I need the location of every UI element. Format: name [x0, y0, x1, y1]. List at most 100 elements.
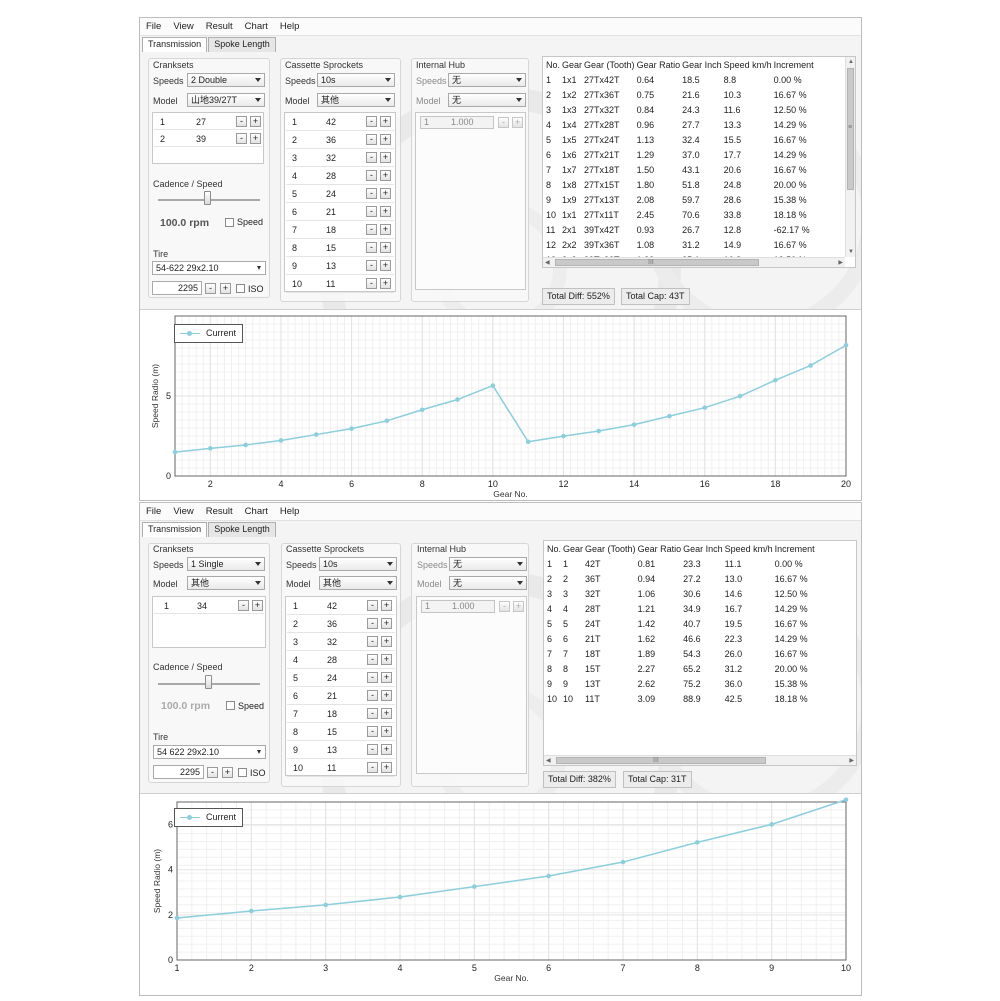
data-point[interactable]	[702, 405, 708, 410]
table-row[interactable]: 1 1 42T 0.81 23.3 11.1 0.00 %	[546, 556, 816, 571]
tire-circumference-input[interactable]: 2295	[153, 765, 204, 779]
column-header[interactable]: Speed km/h	[724, 543, 773, 554]
menu-help[interactable]: Help	[279, 506, 300, 517]
tire-select[interactable]: 54 622 29x2.10	[153, 745, 266, 759]
decrement-button[interactable]: -	[366, 278, 377, 289]
cranksets-model-select[interactable]: 其他	[187, 576, 265, 590]
cassette-speeds-select[interactable]: 10s	[319, 557, 397, 571]
hub-speeds-select[interactable]: 无	[448, 73, 526, 87]
table-row[interactable]: 6 6 21T 1.62 46.6 22.3 14.29 %	[546, 631, 816, 646]
sprocket-row[interactable]: 6 21 - +	[286, 204, 394, 221]
decrement-button[interactable]: -	[236, 133, 247, 144]
data-point[interactable]	[472, 884, 477, 889]
table-row[interactable]: 3 1x3 27Tx32T 0.84 24.3 11.6 12.50 %	[545, 102, 815, 117]
sprocket-row[interactable]: 2 36 - +	[286, 132, 394, 149]
chainring-row[interactable]: 1 27 - +	[154, 114, 262, 130]
decrement-button[interactable]: -	[367, 636, 378, 647]
column-header[interactable]: Gear	[563, 543, 584, 554]
decrement-button[interactable]: -	[366, 170, 377, 181]
increment-button[interactable]: +	[380, 260, 391, 271]
increment-button[interactable]: +	[220, 283, 231, 294]
decrement-button[interactable]: -	[238, 600, 249, 611]
vertical-scrollbar-thumb[interactable]: ≡	[847, 68, 854, 190]
table-row[interactable]: 7 1x7 27Tx18T 1.50 43.1 20.6 16.67 %	[545, 162, 815, 177]
decrement-button[interactable]: -	[498, 117, 509, 128]
increment-button[interactable]: +	[380, 242, 391, 253]
table-row[interactable]: 3 3 32T 1.06 30.6 14.6 12.50 %	[546, 586, 816, 601]
tire-circumference-input[interactable]: 2295	[152, 281, 202, 295]
table-row[interactable]: 2 2 36T 0.94 27.2 13.0 16.67 %	[546, 571, 816, 586]
sprocket-row[interactable]: 6 21 - +	[287, 688, 395, 705]
cassette-speeds-select[interactable]: 10s	[317, 73, 395, 87]
menu-result[interactable]: Result	[205, 506, 233, 517]
tab-spoke-length[interactable]: Spoke Length	[208, 522, 276, 537]
increment-button[interactable]: +	[380, 206, 391, 217]
decrement-button[interactable]: -	[366, 116, 377, 127]
sprocket-row[interactable]: 2 36 - +	[287, 616, 395, 633]
menu-view[interactable]: View	[173, 21, 194, 32]
column-header[interactable]: Increment	[774, 543, 815, 554]
increment-button[interactable]: +	[250, 116, 261, 127]
decrement-button[interactable]: -	[207, 767, 218, 778]
left-arrow-icon[interactable]: ◀	[545, 260, 550, 266]
sprocket-row[interactable]: 9 13 - +	[286, 258, 394, 275]
sprocket-row[interactable]: 1 42 - +	[286, 114, 394, 131]
vertical-scrollbar[interactable]: ▲ ≡ ▼	[845, 57, 855, 257]
right-arrow-icon[interactable]: ▶	[849, 758, 854, 764]
column-header[interactable]: Gear (Tooth)	[584, 59, 635, 70]
tab-transmission[interactable]: Transmission	[142, 37, 208, 52]
tab-transmission[interactable]: Transmission	[142, 522, 208, 537]
table-row[interactable]: 12 2x2 39Tx36T 1.08 31.2 14.9 16.67 %	[545, 237, 815, 252]
sprocket-row[interactable]: 3 32 - +	[287, 634, 395, 651]
data-point[interactable]	[243, 442, 248, 448]
table-row[interactable]: 7 7 18T 1.89 54.3 26.0 16.67 %	[546, 646, 816, 661]
decrement-button[interactable]: -	[366, 260, 377, 271]
table-row[interactable]: 2 1x2 27Tx36T 0.75 21.6 10.3 16.67 %	[545, 87, 815, 102]
increment-button[interactable]: +	[381, 600, 392, 611]
decrement-button[interactable]: -	[367, 744, 378, 755]
column-header[interactable]: Gear (Tooth)	[585, 543, 636, 554]
column-header[interactable]: Increment	[773, 59, 814, 70]
menu-chart[interactable]: Chart	[244, 21, 268, 32]
table-row[interactable]: 5 1x5 27Tx24T 1.13 32.4 15.5 16.67 %	[545, 132, 815, 147]
decrement-button[interactable]: -	[366, 134, 377, 145]
data-point[interactable]	[249, 908, 254, 914]
column-header[interactable]: Gear	[562, 59, 583, 70]
decrement-button[interactable]: -	[367, 672, 378, 683]
data-point[interactable]	[172, 449, 178, 455]
increment-button[interactable]: +	[380, 224, 391, 235]
menu-file[interactable]: File	[146, 506, 162, 517]
increment-button[interactable]: +	[222, 767, 233, 778]
sprocket-row[interactable]: 7 18 - +	[286, 222, 394, 239]
data-point[interactable]	[561, 433, 566, 439]
data-point[interactable]	[769, 822, 774, 827]
increment-button[interactable]: +	[381, 762, 392, 773]
increment-button[interactable]: +	[380, 134, 391, 145]
table-row[interactable]: 10 10 11T 3.09 88.9 42.5 18.18 %	[546, 691, 816, 706]
increment-button[interactable]: +	[381, 744, 392, 755]
data-point[interactable]	[843, 342, 849, 348]
data-point[interactable]	[208, 446, 213, 451]
decrement-button[interactable]: -	[367, 618, 378, 629]
data-point[interactable]	[313, 432, 319, 437]
decrement-button[interactable]: -	[366, 224, 377, 235]
data-point[interactable]	[695, 840, 700, 845]
data-point[interactable]	[397, 894, 403, 900]
data-point[interactable]	[808, 363, 813, 368]
data-point[interactable]	[278, 438, 284, 443]
sprocket-row[interactable]: 4 28 - +	[287, 652, 395, 669]
speed-checkbox[interactable]	[226, 701, 235, 710]
sprocket-row[interactable]: 10 11 - +	[287, 760, 395, 777]
data-point[interactable]	[419, 407, 425, 413]
data-point[interactable]	[596, 428, 602, 434]
up-arrow-icon[interactable]: ▲	[848, 59, 854, 65]
column-header[interactable]: Gear Inch	[683, 543, 723, 554]
data-point[interactable]	[455, 397, 460, 402]
hub-speeds-select[interactable]: 无	[449, 557, 527, 571]
column-header[interactable]: Speed km/h	[723, 59, 772, 70]
cadence-slider-thumb[interactable]	[205, 675, 212, 689]
increment-button[interactable]: +	[380, 188, 391, 199]
sprocket-row[interactable]: 1 42 - +	[287, 598, 395, 615]
horizontal-scrollbar-thumb[interactable]: III	[556, 757, 766, 764]
data-point[interactable]	[384, 418, 390, 424]
